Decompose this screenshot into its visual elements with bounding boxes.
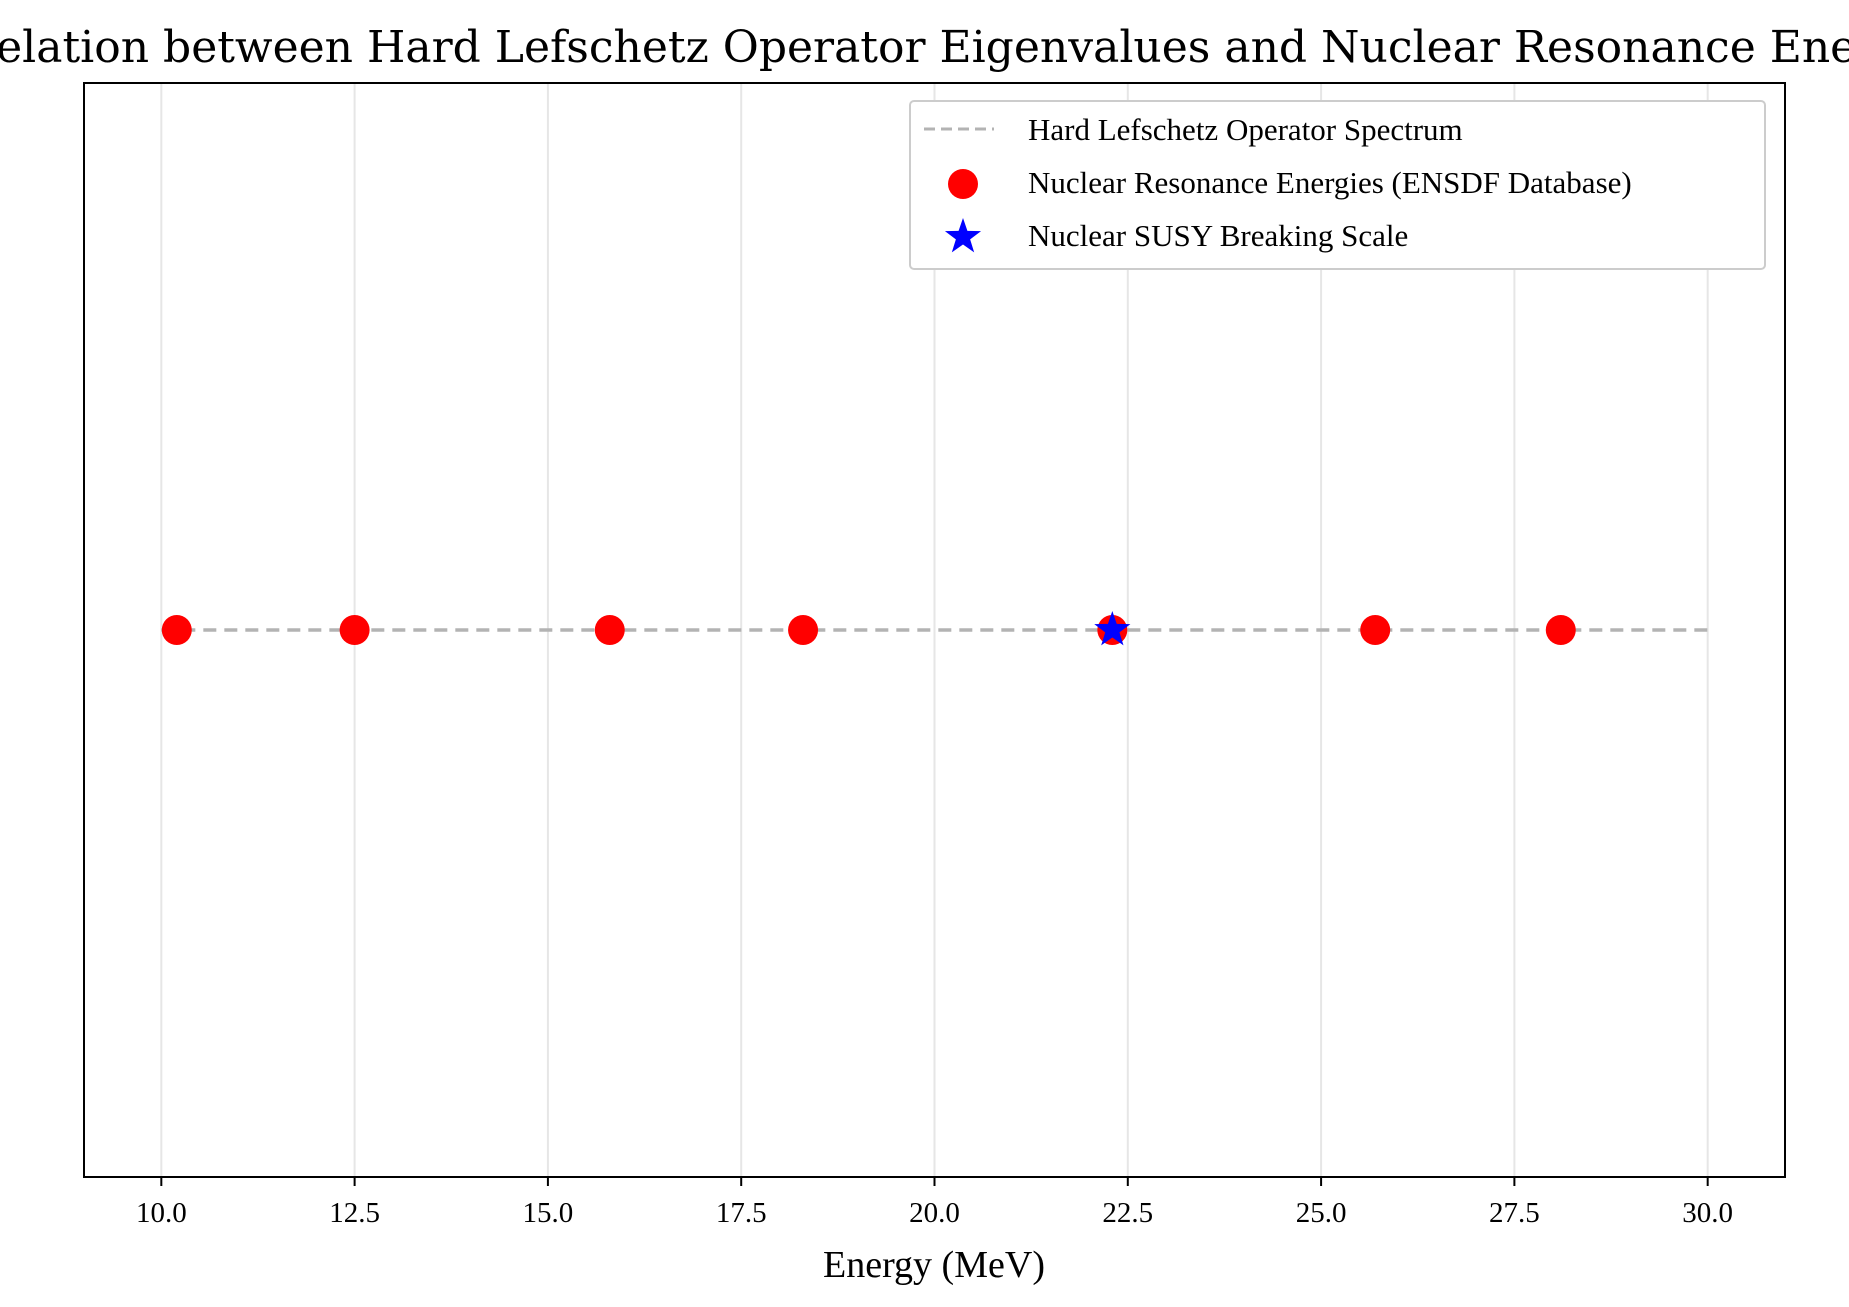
legend-label-resonance: Nuclear Resonance Energies (ENSDF Databa… — [1028, 165, 1632, 200]
x-tick-label: 20.0 — [909, 1197, 960, 1229]
resonance-point — [1545, 615, 1576, 645]
x-tick-label: 27.5 — [1489, 1197, 1540, 1229]
chart-title: Correlation between Hard Lefschetz Opera… — [0, 22, 1849, 73]
resonance-point — [1360, 615, 1391, 645]
resonance-point — [788, 615, 819, 645]
x-axis-label: Energy (MeV) — [823, 1244, 1045, 1286]
legend-label-susy: Nuclear SUSY Breaking Scale — [1028, 218, 1408, 253]
susy-scale-star — [1094, 611, 1131, 646]
x-tick-label: 25.0 — [1296, 1197, 1347, 1229]
legend: Hard Lefschetz Operator Spectrum Nuclear… — [909, 100, 1766, 270]
resonance-point — [594, 615, 625, 645]
x-tick-label: 30.0 — [1682, 1197, 1733, 1229]
legend-box — [909, 100, 1766, 270]
x-tick-label: 15.0 — [523, 1197, 574, 1229]
plot-series — [161, 611, 1708, 646]
x-tick-label: 22.5 — [1102, 1197, 1153, 1229]
x-tick-label: 10.0 — [136, 1197, 187, 1229]
resonance-point — [161, 615, 192, 645]
x-tick-label: 17.5 — [716, 1197, 767, 1229]
resonance-point — [339, 615, 370, 645]
x-axis-ticks: 10.0 12.5 15.0 17.5 20.0 22.5 25.0 27.5 30.0 — [136, 1177, 1733, 1229]
legend-circle-marker — [948, 169, 978, 199]
x-tick-label: 12.5 — [329, 1197, 380, 1229]
legend-star-marker — [944, 218, 982, 253]
legend-label-spectrum: Hard Lefschetz Operator Spectrum — [1028, 112, 1463, 147]
